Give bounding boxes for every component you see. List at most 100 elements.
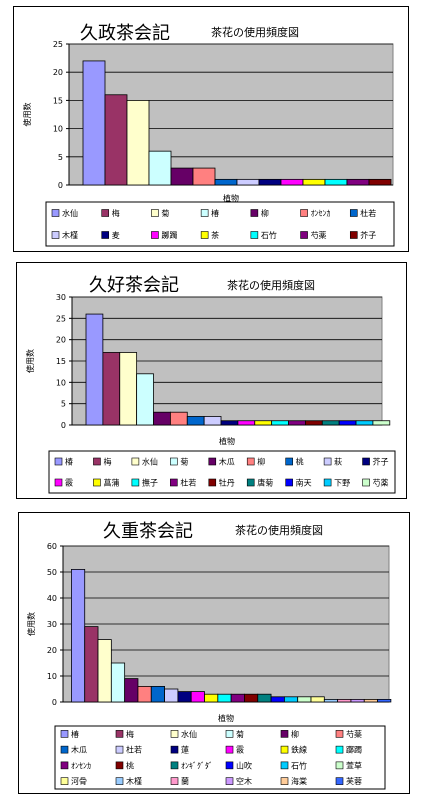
bar-霰	[237, 420, 256, 426]
legend-label: 柳	[261, 208, 269, 218]
legend-swatch	[54, 478, 63, 487]
y-tick-label: 30	[47, 620, 57, 629]
y-tick-label: 30	[56, 293, 66, 302]
bar-梅	[104, 94, 128, 186]
y-tick-label: 10	[56, 378, 66, 387]
legend-swatch	[349, 231, 358, 239]
bar-木槿	[323, 698, 339, 703]
bar-桃	[244, 693, 259, 703]
bar-蘭	[337, 698, 352, 703]
bar-木槿	[236, 178, 260, 186]
legend-label: 木瓜	[71, 745, 87, 755]
legend-swatch	[246, 457, 255, 466]
legend-swatch	[151, 231, 159, 239]
legend-label: 牡丹	[219, 478, 235, 488]
legend-swatch	[225, 730, 234, 738]
chart-title: 久政茶会記	[80, 23, 170, 44]
bar-下野	[355, 420, 374, 426]
legend-swatch	[335, 745, 344, 754]
legend-label: ｵﾝｾﾝｶ	[71, 761, 91, 770]
legend-label: 水仙	[181, 729, 197, 739]
y-tick-label: 20	[53, 68, 63, 77]
legend-swatch	[349, 209, 358, 217]
legend-label: 桃	[126, 760, 134, 770]
chart-panel-1: 久政茶会記 茶花の使用頻度図 0 5 10 15 20 25 植物 使用数 水仙 梅 菊 椿 柳 ｵﾝｾﾝ…	[13, 6, 409, 252]
legend-label: 木槿	[62, 230, 78, 240]
legend-label: 水仙	[62, 208, 78, 218]
legend-swatch	[300, 209, 308, 217]
legend-label: 梅	[112, 208, 120, 218]
legend-label: 躑躅	[161, 231, 177, 240]
bar-梅	[84, 626, 99, 703]
legend-label: 水仙	[142, 457, 158, 467]
legend-swatch	[200, 231, 209, 239]
legend-swatch	[60, 730, 69, 738]
legend-label: 梅	[103, 457, 111, 467]
bar-ｵﾝｷﾞｸﾞﾀﾞ	[257, 693, 272, 703]
bar-菊	[110, 662, 126, 703]
legend-swatch	[208, 457, 217, 466]
y-tick-label: 0	[58, 181, 63, 190]
bar-芙蓉	[377, 698, 392, 703]
legend-swatch	[51, 209, 60, 217]
y-tick-label: 25	[56, 314, 66, 323]
chart-panel-2: 久好茶会記 茶花の使用頻度図 0 5 10 15 20 25 30 植物 使用数椿 梅 水仙 菊 木瓜 柳…	[16, 262, 407, 499]
x-axis-label: 植物	[223, 193, 239, 203]
chart-subtitle: 茶花の使用頻度図	[227, 279, 315, 292]
legend-label: 梅	[126, 729, 134, 739]
y-tick-label: 15	[56, 357, 66, 366]
legend-swatch	[115, 745, 124, 754]
bar-水仙	[82, 60, 106, 186]
legend-label: 柳	[257, 457, 265, 467]
legend-label: 海棠	[291, 776, 307, 786]
legend-label: 杜若	[360, 208, 376, 218]
y-tick-label: 20	[56, 336, 66, 345]
y-tick-label: 5	[61, 400, 66, 409]
bar-ｵﾝｾﾝｶ	[192, 167, 216, 186]
legend-label: 蘭	[181, 776, 189, 786]
legend-label: 石竹	[261, 230, 277, 240]
x-axis-label: 植物	[219, 436, 235, 446]
legend-label: 菊	[236, 729, 244, 739]
legend-swatch	[280, 761, 289, 770]
bar-芍薬	[137, 685, 152, 703]
legend-label: 芍薬	[346, 729, 362, 739]
y-tick-label: 0	[61, 421, 66, 430]
bar-萱草	[297, 696, 312, 703]
legend-swatch	[250, 209, 259, 217]
bar-鉄線	[204, 693, 219, 703]
y-tick-label: 0	[52, 698, 57, 707]
legend-label: ｵﾝｾﾝｶ	[311, 209, 331, 218]
legend-label: 霰	[65, 479, 73, 488]
legend-swatch	[225, 745, 234, 754]
legend-swatch	[225, 777, 234, 785]
bar-菊	[126, 100, 150, 186]
legend-label: ｵﾝｷﾞｸﾞﾀﾞ	[181, 761, 213, 770]
legend-swatch	[323, 478, 332, 487]
bar-蓮	[177, 691, 192, 703]
bar-芥子	[368, 178, 392, 186]
legend-label: 霰	[236, 746, 244, 755]
legend-swatch	[250, 231, 259, 239]
legend-label: 木瓜	[219, 457, 235, 467]
legend-swatch	[51, 231, 60, 239]
legend-swatch	[208, 478, 217, 487]
legend-label: 茶	[211, 230, 219, 240]
legend-swatch	[335, 761, 344, 770]
y-tick-label: 25	[53, 40, 63, 49]
legend-label: 椿	[211, 208, 219, 218]
legend-label: 萩	[334, 457, 342, 467]
legend-box	[45, 201, 395, 247]
legend-swatch	[335, 777, 344, 785]
legend-swatch	[300, 231, 308, 239]
y-tick-label: 60	[47, 542, 57, 551]
legend-label: 菊	[161, 208, 169, 218]
legend-swatch	[60, 745, 69, 754]
legend-swatch	[101, 209, 110, 217]
legend-label: 撫子	[142, 478, 158, 488]
bar-石竹	[324, 178, 348, 186]
bar-河骨	[310, 696, 325, 703]
bar-南天	[338, 420, 357, 426]
y-axis-label: 使用数	[22, 103, 32, 127]
